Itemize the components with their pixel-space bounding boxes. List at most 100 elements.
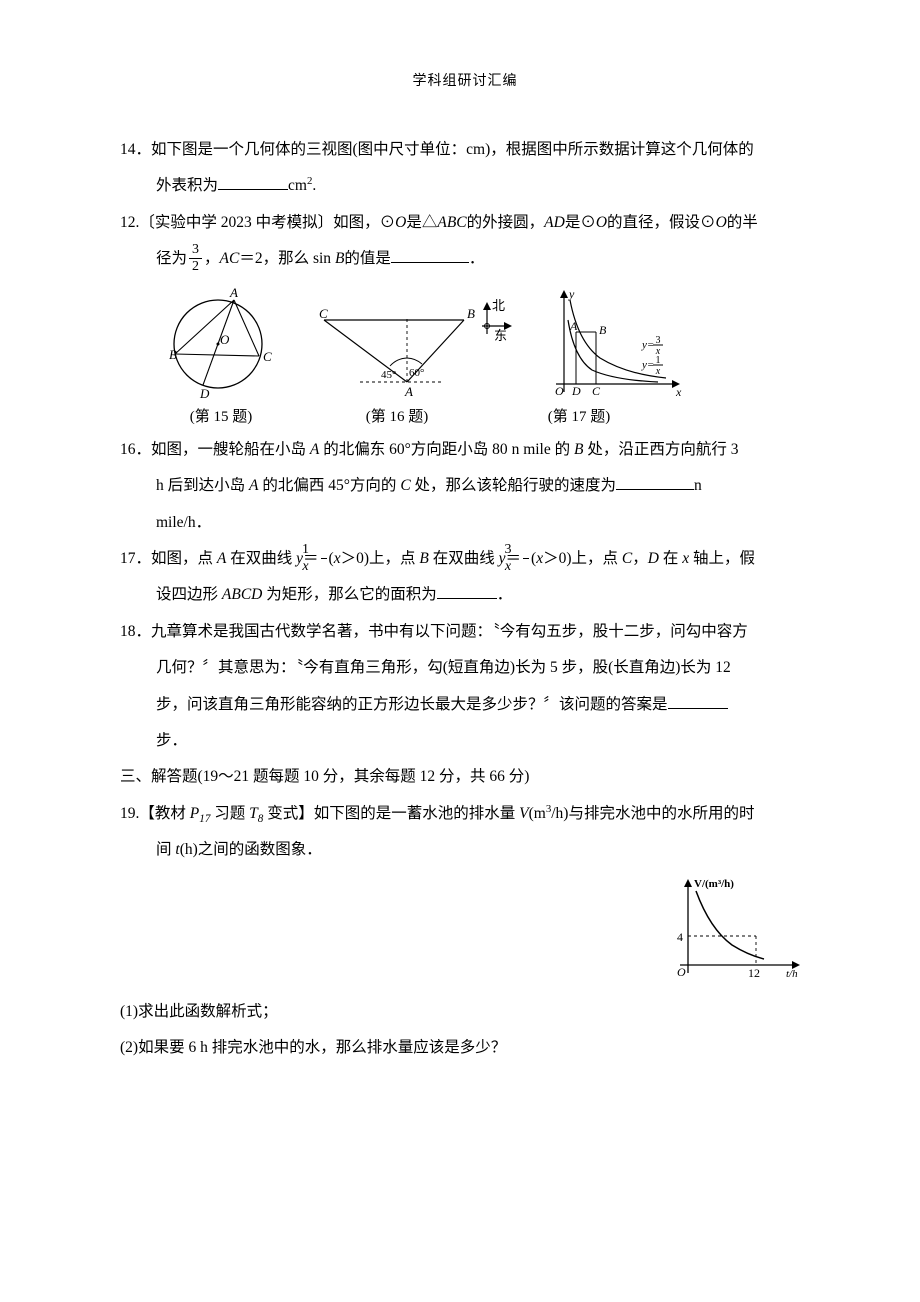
den: x — [321, 559, 327, 574]
svg-text:C: C — [592, 384, 601, 398]
sub: 17 — [199, 813, 210, 825]
q19-sub2: (2)如果要 6 h 排完水池中的水，那么排水量应该是多少？ — [120, 1030, 810, 1066]
figure-19: 4 O 12 t/h V/(m³/h) — [660, 873, 810, 988]
q14-unit: cm — [288, 177, 307, 194]
num: 1 — [321, 543, 327, 559]
num: 3 — [523, 543, 529, 559]
sym-O: O — [395, 214, 406, 231]
t: 的值是 — [344, 250, 391, 267]
sym: T — [249, 805, 258, 822]
t: ＝2，那么 sin — [239, 250, 335, 267]
blank — [668, 695, 728, 708]
t: 间 — [156, 841, 175, 858]
svg-text:B: B — [599, 323, 607, 337]
svg-text:45°: 45° — [381, 369, 396, 381]
t: ＞0)上，点 — [341, 550, 420, 567]
sym: ABCD — [222, 586, 262, 603]
q18-line3: 步，问该直角三角形能容纳的正方形边长最大是多少步？〞该问题的答案是 — [120, 687, 810, 723]
svg-text:12: 12 — [748, 966, 760, 980]
sym: D — [648, 550, 659, 567]
t: 的外接圆， — [467, 214, 545, 231]
frac: 1x — [321, 543, 327, 576]
q16-line2: h 后到达小岛 A 的北偏西 45°方向的 C 处，那么该轮船行驶的速度为n — [120, 468, 810, 504]
svg-text:北: 北 — [492, 298, 505, 313]
t: 径为 — [156, 250, 187, 267]
sym: x — [334, 550, 341, 567]
svg-text:V/(m³/h): V/(m³/h) — [694, 878, 734, 890]
q14-sup: 2 — [307, 175, 312, 187]
t: ， — [204, 250, 220, 267]
t: ． — [497, 586, 513, 603]
t: /h)与排完水池中的水所用的时 — [551, 805, 754, 822]
svg-text:3: 3 — [656, 335, 661, 346]
sym-AC: AC — [220, 250, 240, 267]
t: ， — [632, 550, 648, 567]
blank — [616, 477, 694, 490]
q12-line2: 径为32，AC＝2，那么 sin B的值是． — [120, 241, 810, 277]
svg-text:O: O — [555, 384, 564, 398]
t: 习题 — [210, 805, 249, 822]
svg-text:1: 1 — [656, 355, 661, 366]
t: 为矩形，那么它的面积为 — [262, 586, 436, 603]
svg-text:O: O — [677, 965, 686, 979]
t: 是⊙ — [565, 214, 596, 231]
q14-text-a: 外表积为 — [156, 177, 218, 194]
svg-text:y: y — [568, 287, 575, 301]
svg-text:A: A — [569, 319, 578, 333]
sym: V — [519, 805, 528, 822]
num: 3 — [189, 243, 202, 259]
q16-line1: 16．如图，一艘轮船在小岛 A 的北偏东 60°方向距小岛 80 n mile … — [120, 432, 810, 468]
svg-text:D: D — [571, 384, 581, 398]
t: 的半 — [727, 214, 758, 231]
t: 的北偏东 60°方向距小岛 80 — [319, 441, 511, 458]
t: 是△ — [406, 214, 437, 231]
section-3-heading: 三、解答题(19～21 题每题 10 分，其余每题 12 分，共 66 分) — [120, 759, 810, 795]
sym: C — [622, 550, 632, 567]
q18-line1: 18．九章算术是我国古代数学名著，书中有以下问题：〝今有勾五步，股十二步，问勾中… — [120, 614, 810, 650]
q19-line2: 间 t(h)之间的函数图象． — [120, 832, 810, 868]
svg-text:t/h: t/h — [786, 968, 798, 980]
sym-O: O — [596, 214, 607, 231]
t: 的北偏西 45°方向的 — [258, 477, 400, 494]
t: 处，那么该轮船行驶的速度为 — [411, 477, 616, 494]
t: ＞0)上，点 — [543, 550, 622, 567]
q16-line3: mile/h． — [120, 505, 810, 541]
svg-text:B: B — [467, 306, 475, 321]
sym-ABC: ABC — [437, 214, 466, 231]
svg-text:O: O — [220, 332, 230, 347]
q12-line1: 12.〔实验中学 2023 中考模拟〕如图，⊙O是△ABC的外接圆，AD是⊙O的… — [120, 205, 810, 241]
t: 轴上，假 — [689, 550, 755, 567]
t: 19.【教材 — [120, 805, 190, 822]
t: (h)之间的函数图象． — [180, 841, 322, 858]
sym-AD: AD — [544, 214, 565, 231]
den: 2 — [189, 259, 202, 274]
t: 变式】如下图的是一蓄水池的排水量 — [263, 805, 519, 822]
sym-B: B — [335, 250, 344, 267]
t: 12.〔实验中学 2023 中考模拟〕如图，⊙ — [120, 214, 395, 231]
svg-text:C: C — [319, 306, 328, 321]
t: 16．如图，一艘轮船在小岛 — [120, 441, 310, 458]
t: 在双曲线 — [226, 550, 296, 567]
q14-line1: 14．如下图是一个几何体的三视图(图中尺寸单位：cm)，根据图中所示数据计算这个… — [120, 132, 810, 168]
sym: B — [419, 550, 428, 567]
cap-15: (第 15 题) — [156, 405, 286, 426]
figure-16: 45° 60° C B A 北 东 — [312, 296, 512, 401]
svg-text:y=: y= — [641, 339, 654, 351]
t: 处，沿正西方向航行 3 — [583, 441, 738, 458]
t: n — [694, 477, 702, 494]
t: 步，问该直角三角形能容纳的正方形边长最大是多少步？〞该问题的答案是 — [156, 696, 668, 713]
svg-text:A: A — [229, 286, 238, 300]
t: 设四边形 — [156, 586, 222, 603]
svg-text:60°: 60° — [409, 367, 424, 379]
figure-17: A B O D C x y y= 3 x y= 1 x — [538, 286, 688, 401]
page-header: 学科组研讨汇编 — [120, 70, 810, 90]
q14-line2: 外表积为cm2. — [120, 168, 810, 204]
frac-3-2: 32 — [189, 243, 202, 276]
sym: A — [310, 441, 319, 458]
q19-line1: 19.【教材 P17 习题 T8 变式】如下图的是一蓄水池的排水量 V(m3/h… — [120, 796, 810, 832]
svg-text:4: 4 — [677, 930, 683, 944]
t: 在双曲线 — [429, 550, 499, 567]
sym-O: O — [716, 214, 727, 231]
svg-text:C: C — [263, 349, 272, 364]
svg-text:A: A — [404, 384, 413, 399]
